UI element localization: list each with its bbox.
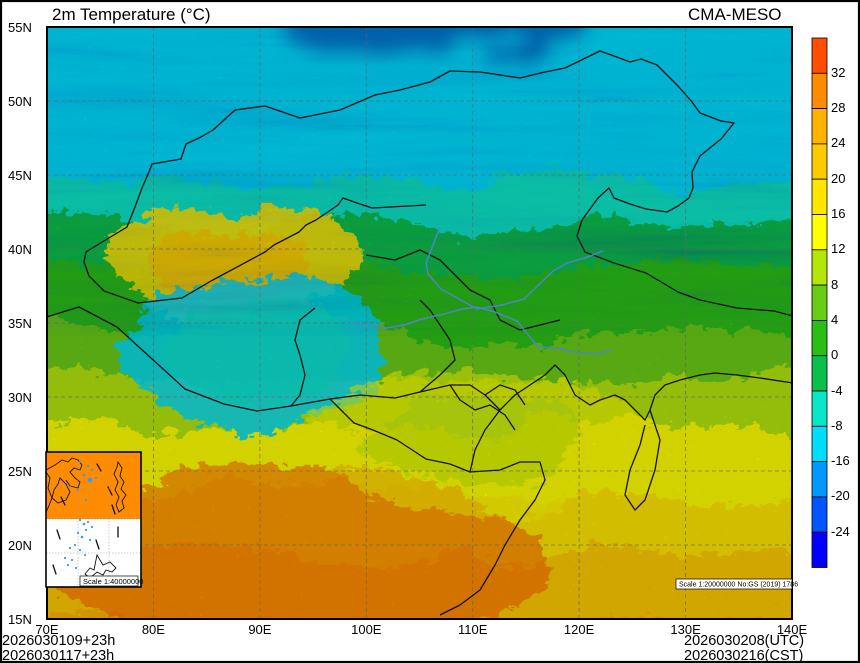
svg-text:55N: 55N bbox=[8, 20, 32, 35]
svg-text:80E: 80E bbox=[142, 622, 165, 637]
svg-text:-16: -16 bbox=[831, 453, 850, 468]
svg-text:45N: 45N bbox=[8, 168, 32, 183]
svg-text:25N: 25N bbox=[8, 464, 32, 479]
svg-text:4: 4 bbox=[831, 312, 838, 327]
svg-text:2026030109+23h: 2026030109+23h bbox=[2, 633, 115, 649]
svg-text:20N: 20N bbox=[8, 538, 32, 553]
svg-text:Scale 1:40000000: Scale 1:40000000 bbox=[83, 577, 143, 586]
svg-text:32: 32 bbox=[831, 65, 845, 80]
svg-text:110E: 110E bbox=[458, 622, 488, 637]
svg-text:2026030216(CST): 2026030216(CST) bbox=[684, 648, 803, 663]
svg-text:50N: 50N bbox=[8, 94, 32, 109]
svg-text:20: 20 bbox=[831, 171, 845, 186]
svg-text:2026030208(UTC): 2026030208(UTC) bbox=[684, 633, 804, 649]
svg-text:35N: 35N bbox=[8, 316, 32, 331]
svg-text:90E: 90E bbox=[248, 622, 271, 637]
svg-text:2m Temperature (°C): 2m Temperature (°C) bbox=[52, 5, 211, 24]
svg-text:Scale 1:20000000 No:GS (2019): Scale 1:20000000 No:GS (2019) 1786 bbox=[679, 582, 798, 589]
svg-text:-20: -20 bbox=[831, 488, 850, 503]
svg-text:24: 24 bbox=[831, 135, 845, 150]
svg-text:100E: 100E bbox=[351, 622, 382, 637]
svg-text:28: 28 bbox=[831, 100, 845, 115]
svg-text:30N: 30N bbox=[8, 390, 32, 405]
svg-text:40N: 40N bbox=[8, 242, 32, 257]
svg-text:-24: -24 bbox=[831, 524, 850, 539]
svg-text:-4: -4 bbox=[831, 383, 843, 398]
svg-text:0: 0 bbox=[831, 347, 838, 362]
svg-text:12: 12 bbox=[831, 241, 845, 256]
svg-text:16: 16 bbox=[831, 206, 845, 221]
svg-text:2026030117+23h: 2026030117+23h bbox=[2, 648, 114, 663]
svg-text:15N: 15N bbox=[8, 612, 32, 627]
svg-text:8: 8 bbox=[831, 277, 838, 292]
svg-text:-8: -8 bbox=[831, 418, 843, 433]
svg-text:120E: 120E bbox=[564, 622, 595, 637]
svg-text:CMA-MESO: CMA-MESO bbox=[688, 5, 782, 24]
